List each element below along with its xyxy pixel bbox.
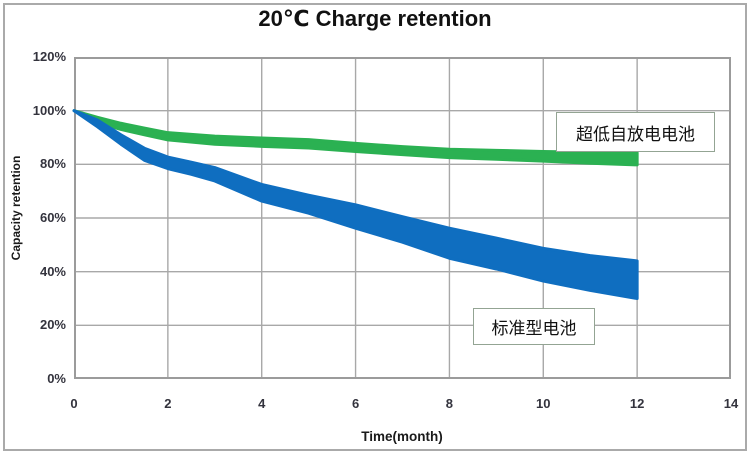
y-tick-label: 20%: [39, 317, 66, 333]
annotation-standard-battery: 标准型电池: [473, 308, 595, 345]
x-tick-label: 6: [351, 396, 360, 411]
y-tick-label: 60%: [39, 210, 66, 225]
x-tick-label: 2: [164, 396, 172, 411]
x-tick-label: 8: [445, 396, 454, 411]
x-axis-title: Time(month): [361, 429, 443, 444]
plot-canvas: [72, 57, 731, 379]
plot-border: [74, 57, 731, 379]
y-tick-label: 40%: [39, 263, 66, 279]
annotation-standard-label: 标准型电池: [491, 319, 577, 338]
x-tick-label: 10: [536, 396, 551, 411]
band-ultra-low-self-discharge: [72, 109, 639, 167]
y-tick-label: 120%: [32, 49, 66, 64]
x-tick-label: 12: [629, 396, 645, 411]
band-standard-battery: [72, 109, 639, 300]
x-tick-label: 14: [723, 396, 739, 411]
y-tick-label: 100%: [32, 102, 66, 118]
chart-title: 20℃ Charge retention: [258, 6, 492, 31]
x-tick-label: 4: [258, 396, 266, 411]
x-tick-label: 0: [70, 396, 78, 411]
y-tick-label: 0%: [47, 371, 66, 386]
plot-area: [72, 57, 731, 379]
annotation-ultra-low-label: 超低自放电电池: [576, 124, 695, 144]
annotation-ultra-low-self-discharge: 超低自放电电池: [556, 112, 715, 152]
y-tick-label: 80%: [39, 156, 66, 172]
